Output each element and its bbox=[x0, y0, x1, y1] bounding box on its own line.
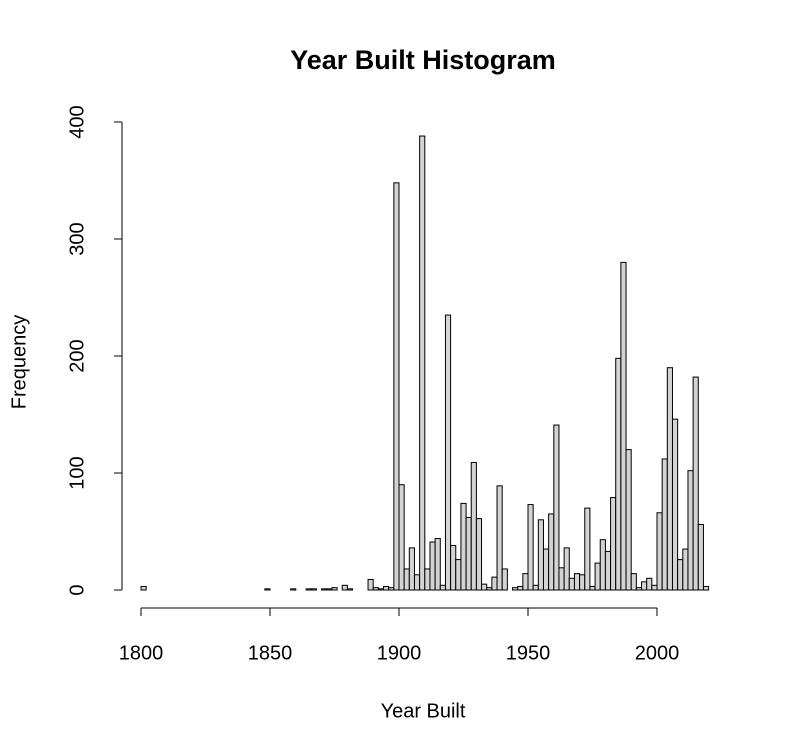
bar bbox=[486, 587, 493, 591]
bar bbox=[527, 504, 534, 591]
bar bbox=[491, 576, 498, 591]
bar bbox=[584, 507, 591, 591]
bar bbox=[419, 135, 426, 591]
bar bbox=[439, 584, 446, 591]
bar bbox=[512, 587, 519, 591]
bar bbox=[388, 587, 395, 591]
bar bbox=[383, 585, 390, 591]
bar bbox=[372, 587, 379, 591]
bar bbox=[429, 541, 436, 591]
bar bbox=[522, 573, 529, 591]
bar bbox=[563, 547, 570, 591]
bar bbox=[470, 461, 477, 591]
bar bbox=[455, 559, 462, 591]
y-axis-label: Frequency bbox=[8, 315, 30, 410]
bar bbox=[331, 587, 338, 591]
bar bbox=[465, 516, 472, 591]
bar bbox=[305, 588, 312, 591]
bar bbox=[481, 583, 488, 591]
bar bbox=[501, 568, 508, 591]
bar bbox=[677, 559, 684, 591]
bar bbox=[568, 577, 575, 591]
bar bbox=[615, 357, 622, 591]
bar bbox=[413, 574, 421, 591]
bar bbox=[496, 485, 503, 591]
bar bbox=[321, 588, 328, 591]
bar bbox=[310, 588, 317, 591]
bar bbox=[532, 584, 539, 591]
bar bbox=[579, 574, 586, 591]
bar bbox=[641, 581, 648, 591]
y-tick-label: 300 bbox=[66, 222, 88, 255]
bar bbox=[424, 568, 431, 591]
bar bbox=[625, 449, 632, 591]
chart-title: Year Built Histogram bbox=[290, 45, 556, 75]
bar bbox=[702, 585, 710, 591]
bar bbox=[610, 497, 617, 591]
y-tick-label: 0 bbox=[66, 584, 88, 595]
bar bbox=[434, 538, 441, 591]
x-tick-label: 1800 bbox=[119, 642, 164, 664]
y-tick-label: 200 bbox=[66, 339, 88, 372]
bar bbox=[671, 418, 679, 591]
bar bbox=[542, 548, 550, 591]
bar bbox=[661, 458, 668, 591]
bar bbox=[290, 588, 297, 591]
x-tick-label: 1900 bbox=[377, 642, 422, 664]
x-tick-label: 2000 bbox=[635, 642, 680, 664]
bar bbox=[367, 578, 374, 591]
bar bbox=[589, 585, 596, 591]
bar bbox=[692, 376, 699, 591]
y-tick-label: 400 bbox=[66, 105, 88, 138]
bar bbox=[403, 568, 410, 591]
bar bbox=[630, 573, 637, 591]
bar bbox=[377, 588, 385, 591]
bar bbox=[393, 182, 400, 591]
bar bbox=[517, 585, 524, 591]
bar bbox=[599, 539, 606, 591]
bar bbox=[326, 588, 333, 591]
bar bbox=[341, 584, 348, 591]
bar bbox=[687, 470, 694, 591]
bar bbox=[264, 588, 271, 591]
bar bbox=[651, 584, 658, 591]
bar bbox=[646, 577, 653, 591]
bar bbox=[140, 585, 147, 591]
x-axis-label: Year Built bbox=[381, 700, 466, 722]
bar bbox=[656, 512, 663, 591]
bar bbox=[573, 573, 581, 591]
bar bbox=[537, 519, 544, 591]
bar bbox=[553, 424, 560, 591]
bar bbox=[666, 367, 673, 591]
y-tick-label: 100 bbox=[66, 456, 88, 489]
bar bbox=[346, 588, 354, 591]
bar bbox=[604, 550, 612, 591]
bar bbox=[697, 523, 704, 591]
x-tick-label: 1850 bbox=[248, 642, 293, 664]
bar bbox=[444, 314, 452, 591]
bar bbox=[408, 547, 415, 591]
x-tick-label: 1950 bbox=[506, 642, 551, 664]
bar bbox=[682, 548, 689, 591]
bar bbox=[450, 545, 457, 591]
bar bbox=[594, 562, 601, 591]
bar bbox=[460, 502, 467, 591]
bar bbox=[635, 587, 643, 591]
bar bbox=[558, 567, 565, 591]
bar bbox=[548, 513, 555, 591]
bar bbox=[475, 518, 483, 591]
bar bbox=[620, 261, 627, 591]
bar bbox=[398, 484, 405, 591]
